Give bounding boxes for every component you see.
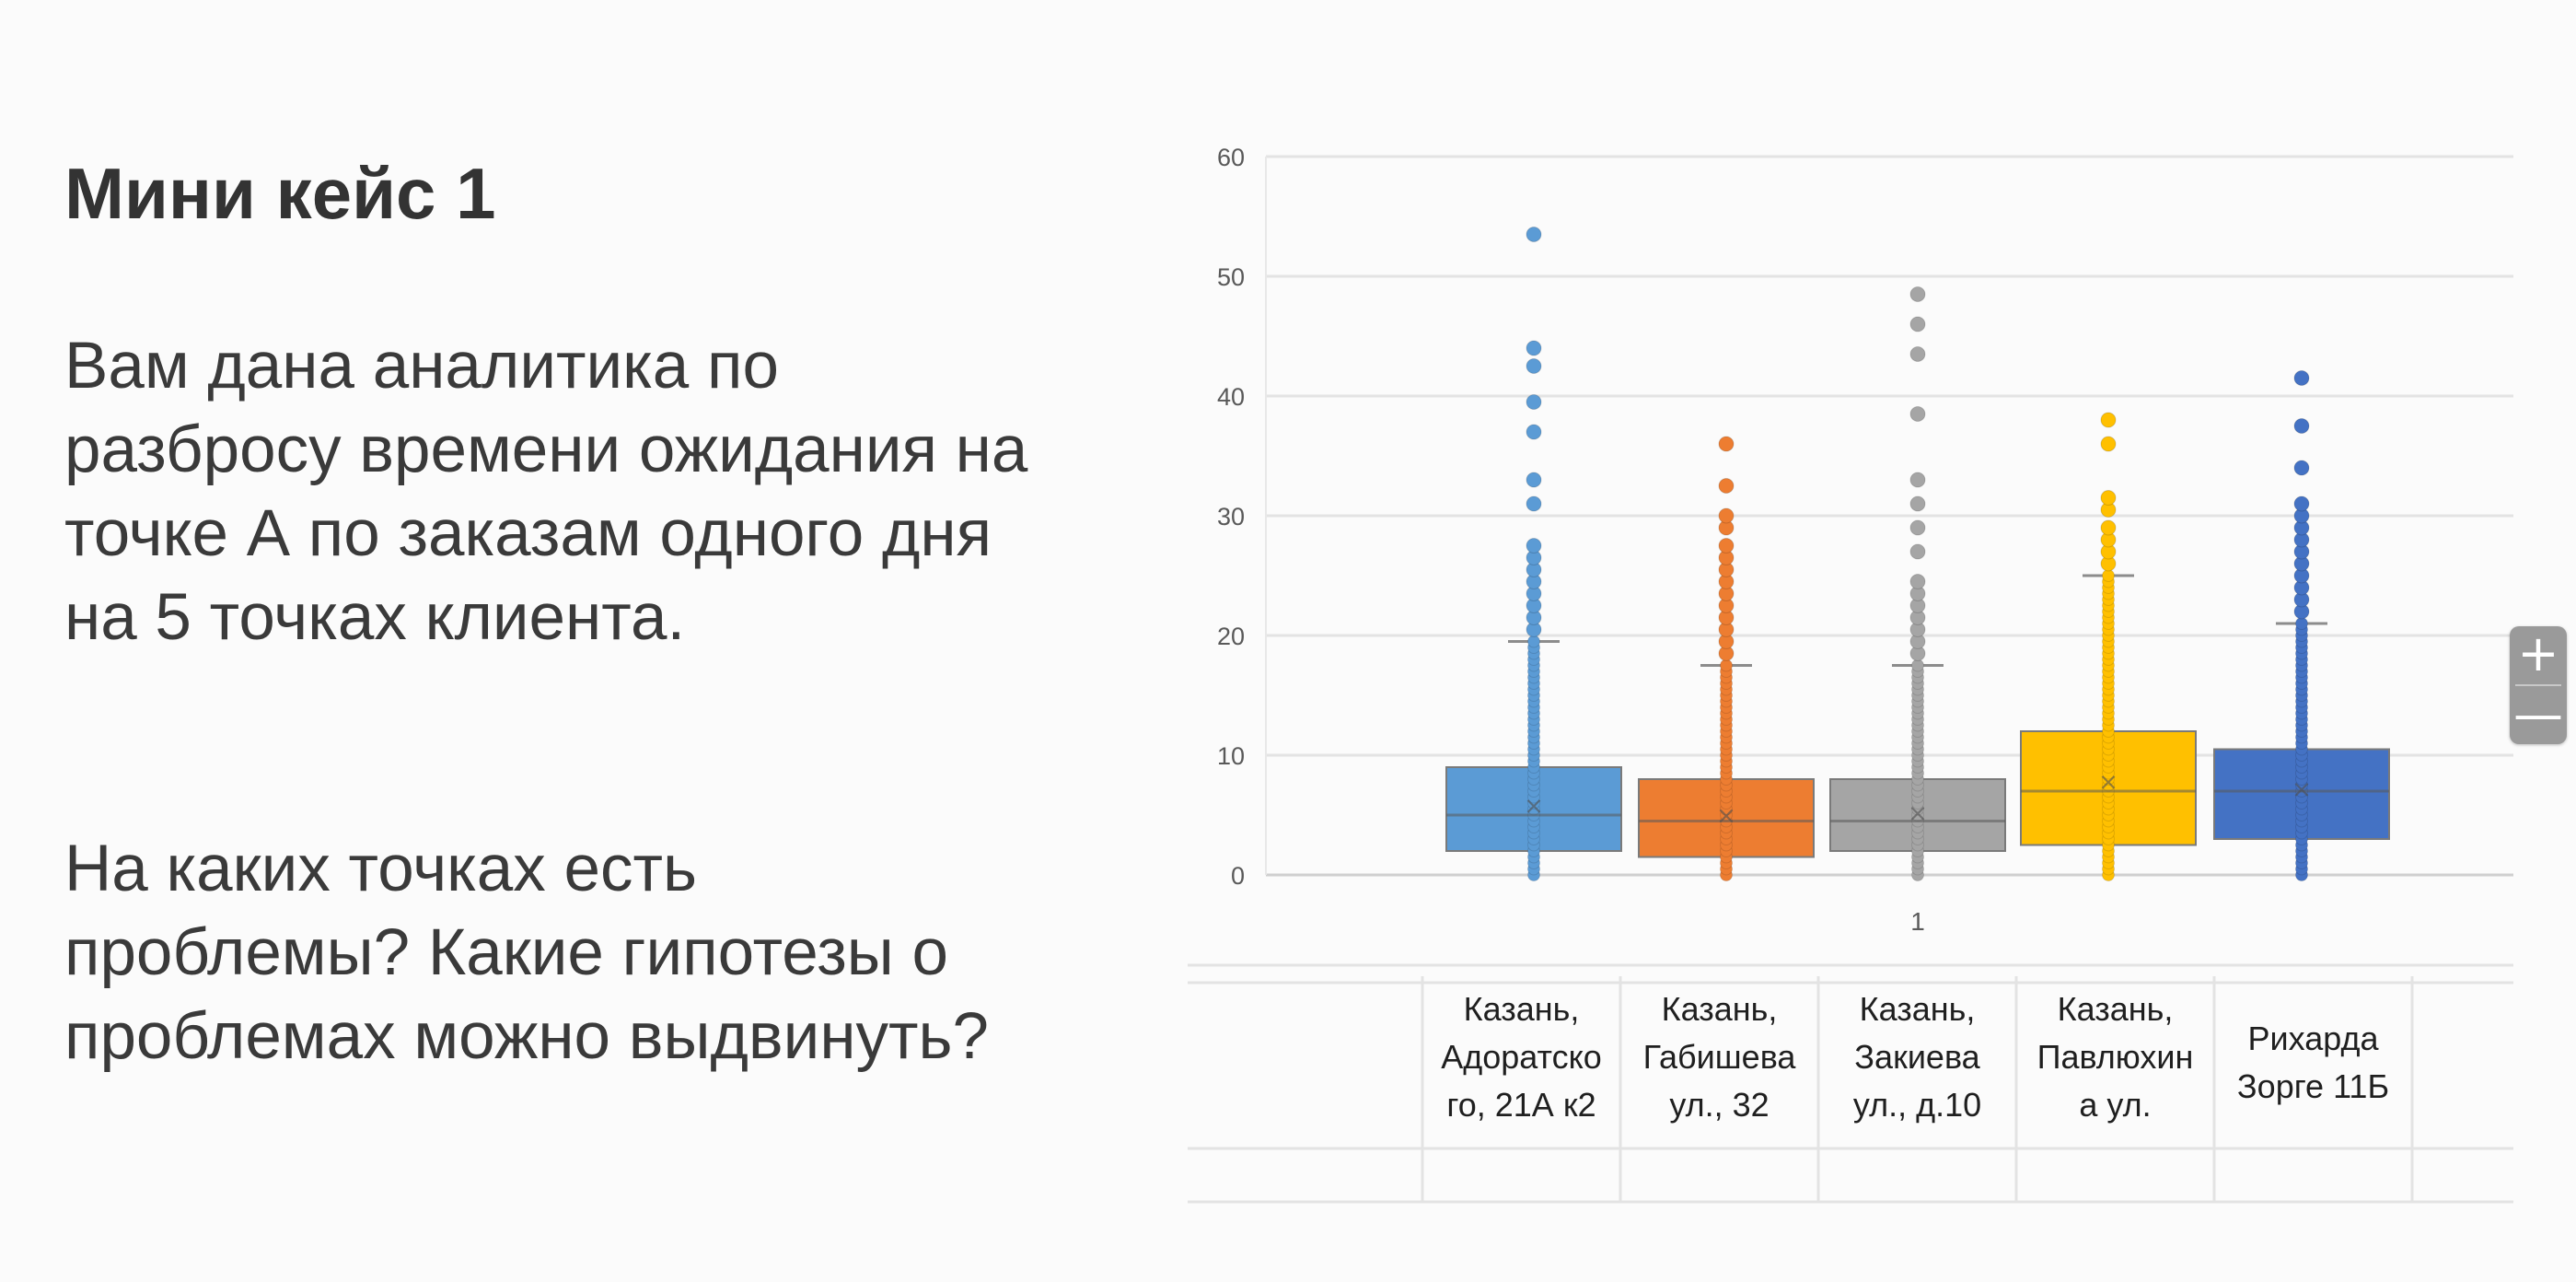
outlier-point [2293, 418, 2310, 434]
outlier-point [1909, 472, 1926, 488]
zoom-divider [2515, 684, 2561, 686]
case-description: Вам дана аналитика по разбросу времени о… [64, 330, 1028, 654]
table-cell-line: ул., д.10 [1853, 1086, 1981, 1124]
outlier-point [1909, 495, 1926, 512]
table-cell-line: Зорге 11Б [2237, 1067, 2389, 1105]
table-cell-label: Рихарда Зорге 11Б [2237, 1020, 2389, 1105]
table-cell-line: Казань, [2058, 990, 2174, 1028]
outlier-point [1909, 406, 1926, 422]
outlier-point [2100, 412, 2117, 428]
outlier-point [1909, 286, 1926, 302]
table-cell-label: Казань, Павлюхин а ул. [2037, 990, 2194, 1124]
y-tick-label: 20 [1217, 623, 1245, 650]
zoom-out-button[interactable]: — [2513, 685, 2563, 743]
box-series-2: × [1638, 436, 1815, 881]
mean-marker: × [1716, 802, 1736, 830]
outlier-point [1526, 538, 1542, 554]
mean-marker: × [2292, 775, 2312, 803]
outlier-point [1526, 358, 1542, 374]
outlier-point [1526, 394, 1542, 410]
box-series-4: × [2020, 412, 2197, 881]
outlier-point [1526, 495, 1542, 512]
outlier-point [2100, 490, 2117, 506]
y-tick-label: 60 [1217, 144, 1245, 171]
table-cell-label: Казань, Закиева ул., д.10 [1853, 990, 1981, 1124]
outlier-point [1909, 316, 1926, 332]
mean-marker: × [1524, 793, 1544, 821]
zoom-control: + — [2510, 626, 2567, 744]
table-cell-line: Казань, [1860, 990, 1976, 1028]
table-cell-line: Габишева [1643, 1038, 1797, 1076]
table-cell-label: Казань, Габишева ул., 32 [1643, 990, 1797, 1124]
box-series-1: × [1445, 227, 1622, 881]
outlier-point [2100, 436, 2117, 452]
table-cell-line: Павлюхин [2037, 1038, 2194, 1076]
outlier-point [1526, 340, 1542, 356]
outlier-point [1718, 538, 1735, 554]
table-cell-line: Казань, [1662, 990, 1778, 1028]
box-series-5: × [2213, 370, 2390, 881]
outlier-point [2293, 495, 2310, 512]
slide-title: Мини кейс 1 [64, 153, 496, 234]
outlier-point [1526, 472, 1542, 488]
table-cell-line: Рихарда [2248, 1020, 2380, 1057]
outlier-point [1909, 543, 1926, 560]
outlier-point [1526, 227, 1542, 242]
y-axis-ticks: 0 10 20 30 40 50 60 [1217, 144, 1245, 890]
mean-marker: × [1908, 799, 1928, 827]
table-cell-line: го, 21А к2 [1446, 1086, 1595, 1124]
y-tick-label: 0 [1231, 862, 1245, 890]
zoom-in-button[interactable]: + [2517, 624, 2559, 682]
x-category-label: 1 [1910, 907, 1925, 936]
y-tick-label: 50 [1217, 263, 1245, 291]
y-tick-label: 30 [1217, 503, 1245, 530]
outlier-point [2293, 370, 2310, 386]
table-cell-label: Казань, Адоратско го, 21А к2 [1441, 990, 1602, 1124]
table-cell-line: а ул. [2079, 1086, 2151, 1124]
y-tick-label: 10 [1217, 742, 1245, 770]
table-cell-line: ул., 32 [1669, 1086, 1769, 1124]
legend-data-table: Казань, Адоратско го, 21А к2 Казань, Габишев… [1188, 963, 2513, 1204]
table-cell-line: Адоратско [1441, 1038, 1602, 1076]
outlier-point [1718, 478, 1735, 494]
table-cell-line: Казань, [1464, 990, 1580, 1028]
outlier-point [1718, 436, 1735, 452]
outlier-point [1909, 519, 1926, 536]
outlier-point [2100, 519, 2117, 536]
outlier-point [1526, 424, 1542, 440]
y-tick-label: 40 [1217, 383, 1245, 411]
case-questions: На каких точках есть проблемы? Какие гип… [64, 833, 990, 1073]
outlier-point [1909, 574, 1926, 589]
box-series: × × × × × [1445, 227, 2390, 881]
box-series-3: × [1829, 286, 2006, 881]
outlier-point [1909, 346, 1926, 362]
outlier-point [2293, 460, 2310, 476]
mean-marker: × [2098, 769, 2118, 797]
table-cell-line: Закиева [1854, 1038, 1980, 1076]
outlier-point [1718, 507, 1735, 524]
